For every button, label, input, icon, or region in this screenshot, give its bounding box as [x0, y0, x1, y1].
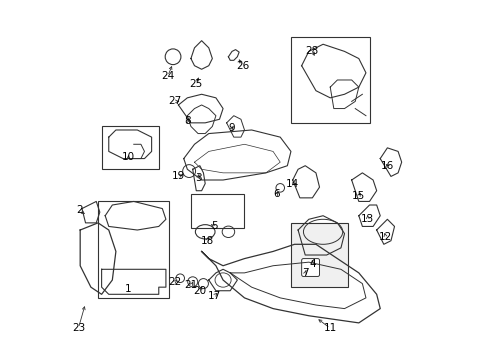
Text: 6: 6 [273, 189, 280, 199]
Text: 3: 3 [194, 173, 201, 183]
Text: 4: 4 [308, 259, 315, 269]
Text: 26: 26 [236, 61, 249, 71]
Text: 20: 20 [193, 286, 206, 296]
Text: 25: 25 [189, 78, 203, 89]
Text: 27: 27 [168, 96, 181, 107]
Text: 24: 24 [161, 71, 174, 81]
Text: 13: 13 [360, 214, 374, 224]
Text: 8: 8 [183, 116, 190, 126]
FancyBboxPatch shape [301, 258, 319, 276]
Text: 12: 12 [378, 232, 391, 242]
Text: 17: 17 [207, 291, 220, 301]
Text: 2: 2 [76, 205, 82, 215]
Text: 21: 21 [184, 280, 197, 291]
Text: 5: 5 [210, 221, 217, 231]
Text: 15: 15 [351, 191, 365, 201]
Text: 19: 19 [171, 171, 184, 181]
Text: 14: 14 [285, 179, 299, 189]
Bar [102, 126, 159, 169]
Text: 9: 9 [228, 123, 235, 133]
Text: 7: 7 [301, 268, 308, 278]
Text: 10: 10 [122, 152, 135, 162]
Text: 1: 1 [125, 284, 131, 294]
Text: 11: 11 [323, 323, 336, 333]
Bar [290, 223, 347, 287]
Bar [190, 194, 244, 228]
Text: 22: 22 [168, 277, 181, 287]
Text: 23: 23 [72, 323, 85, 333]
Bar [290, 37, 369, 123]
Bar [98, 202, 169, 298]
Text: 16: 16 [380, 161, 393, 171]
Text: 18: 18 [200, 236, 213, 246]
Text: 28: 28 [305, 46, 318, 57]
